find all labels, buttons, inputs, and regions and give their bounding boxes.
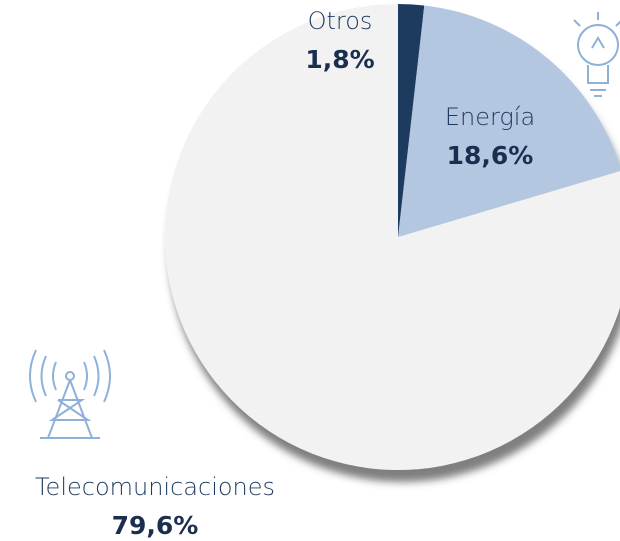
lightbulb-icon: [573, 12, 620, 97]
slice-name: Otros: [308, 7, 373, 35]
antenna-icon: [29, 349, 111, 439]
slice-name: Energía: [445, 103, 535, 131]
pie-slice: [165, 4, 620, 470]
pie-slice: [398, 5, 620, 237]
slice-value: 79,6%: [112, 511, 199, 540]
pie-slice: [398, 4, 425, 237]
slice-value: 1,8%: [305, 45, 374, 74]
pie: [165, 4, 620, 470]
slice-value: 18,6%: [447, 141, 534, 170]
slice-name: Telecomunicaciones: [35, 473, 275, 501]
